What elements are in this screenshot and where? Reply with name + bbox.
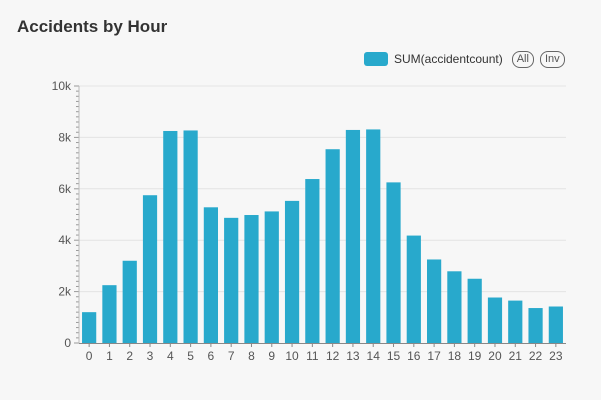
x-tick-label: 19 — [468, 349, 482, 363]
x-tick-label: 0 — [86, 349, 93, 363]
y-tick-label: 10k — [52, 79, 72, 93]
bar — [244, 215, 259, 343]
y-tick-label: 2k — [58, 285, 72, 299]
bar — [406, 235, 421, 343]
bar — [163, 130, 178, 343]
x-tick-label: 4 — [167, 349, 174, 363]
bar — [508, 300, 523, 343]
bar — [467, 278, 482, 343]
bar — [142, 195, 158, 343]
x-tick-label: 21 — [509, 349, 523, 363]
bar — [487, 297, 503, 343]
x-tick-label: 23 — [549, 349, 563, 363]
bar — [548, 306, 563, 343]
x-tick-label: 10 — [285, 349, 299, 363]
x-tick-label: 1 — [106, 349, 113, 363]
bar — [366, 129, 381, 343]
x-tick-label: 12 — [326, 349, 340, 363]
bar — [386, 182, 401, 343]
x-tick-label: 22 — [529, 349, 543, 363]
y-tick-label: 0 — [64, 336, 71, 350]
bar — [447, 271, 462, 343]
legend-invert-button[interactable]: Inv — [539, 50, 565, 68]
x-tick-label: 14 — [367, 349, 381, 363]
x-tick-label: 13 — [346, 349, 360, 363]
x-tick-label: 20 — [488, 349, 502, 363]
bar — [122, 260, 137, 343]
y-tick-label: 4k — [58, 233, 72, 247]
x-tick-label: 9 — [268, 349, 275, 363]
bar — [345, 129, 361, 343]
x-tick-label: 8 — [248, 349, 255, 363]
x-tick-label: 16 — [407, 349, 421, 363]
bar — [284, 200, 300, 343]
x-tick-label: 2 — [126, 349, 133, 363]
chart-title: Accidents by Hour — [17, 17, 168, 36]
bar — [183, 130, 198, 343]
bar — [305, 179, 320, 343]
x-tick-label: 17 — [427, 349, 441, 363]
y-tick-label: 6k — [58, 182, 72, 196]
bar — [224, 217, 239, 343]
x-tick-label: 7 — [228, 349, 235, 363]
legend-swatch[interactable] — [364, 52, 388, 66]
x-tick-label: 6 — [208, 349, 215, 363]
bar — [325, 149, 340, 343]
bar — [82, 312, 97, 343]
x-tick-label: 15 — [387, 349, 401, 363]
legend-series-label[interactable]: SUM(accidentcount) — [394, 52, 503, 66]
x-tick-label: 3 — [147, 349, 154, 363]
bar — [427, 259, 442, 343]
bar — [528, 308, 543, 343]
bar — [264, 211, 279, 343]
x-tick-label: 11 — [306, 349, 319, 363]
y-tick-label: 8k — [58, 130, 72, 144]
x-tick-label: 18 — [448, 349, 462, 363]
bar — [203, 207, 218, 343]
x-tick-label: 5 — [187, 349, 194, 363]
legend-all-button[interactable]: All — [511, 50, 534, 68]
bar — [102, 285, 117, 343]
legend: SUM(accidentcount) All Inv — [364, 50, 571, 68]
